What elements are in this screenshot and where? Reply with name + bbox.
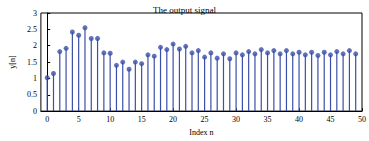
svg-text:2.5: 2.5 (27, 25, 37, 34)
svg-text:30: 30 (232, 115, 240, 124)
svg-text:15: 15 (138, 115, 146, 124)
svg-text:2: 2 (33, 41, 37, 50)
svg-text:25: 25 (201, 115, 209, 124)
svg-text:3: 3 (33, 9, 37, 18)
svg-text:40: 40 (295, 115, 303, 124)
svg-text:0.5: 0.5 (27, 90, 37, 99)
svg-text:45: 45 (327, 115, 335, 124)
svg-text:50: 50 (358, 115, 366, 124)
svg-text:y[n]: y[n] (8, 55, 17, 69)
svg-text:20: 20 (169, 115, 177, 124)
svg-text:0: 0 (45, 115, 49, 124)
svg-text:1.5: 1.5 (27, 58, 37, 67)
svg-text:10: 10 (106, 115, 114, 124)
svg-text:5: 5 (77, 115, 81, 124)
svg-text:1: 1 (33, 74, 37, 83)
svg-text:35: 35 (264, 115, 272, 124)
svg-text:0: 0 (33, 107, 37, 116)
svg-text:Index n: Index n (189, 128, 213, 137)
svg-text:The output signal: The output signal (153, 5, 216, 15)
